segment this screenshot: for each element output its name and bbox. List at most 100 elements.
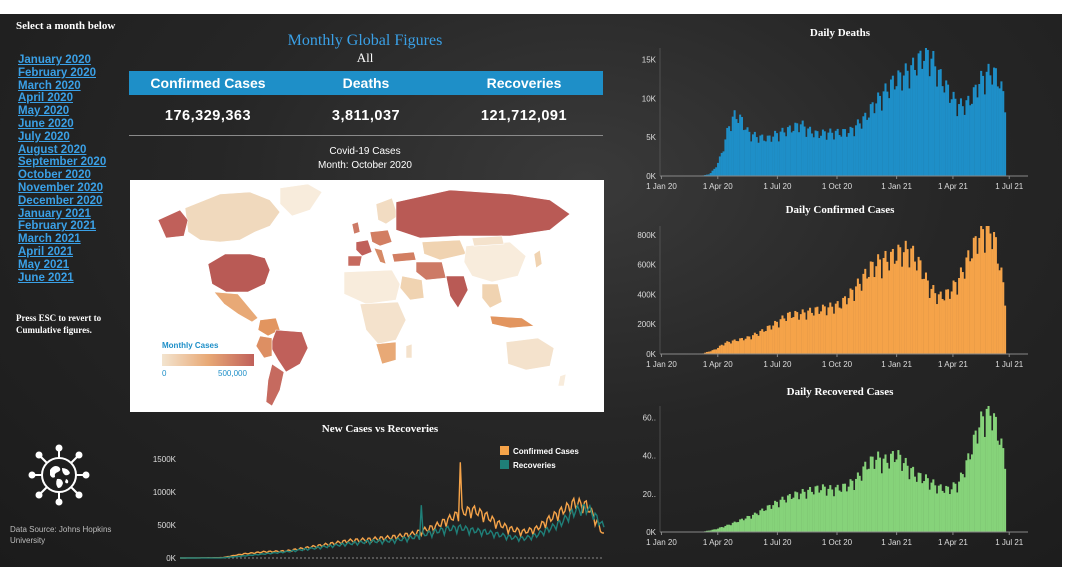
month-link[interactable]: July 2020: [18, 130, 70, 143]
month-link[interactable]: June 2021: [18, 271, 74, 284]
bar: [936, 493, 939, 532]
world-map[interactable]: Monthly Cases 0 500,000: [130, 180, 604, 412]
esc-note: Press ESC to revert to Cumulative figure…: [16, 313, 102, 335]
bar: [731, 522, 734, 532]
kpi-header-row: Confirmed Cases Deaths Recoveries: [129, 71, 603, 95]
bar: [709, 173, 712, 176]
bar: [915, 481, 918, 532]
month-link[interactable]: January 2020: [18, 54, 91, 66]
month-link[interactable]: June 2020: [18, 117, 74, 130]
bar: [864, 461, 867, 532]
bar: [783, 132, 786, 176]
month-link[interactable]: August 2020: [18, 143, 87, 156]
bar: [772, 136, 775, 176]
bar: [715, 349, 718, 354]
bar: [989, 415, 992, 532]
month-link[interactable]: September 2020: [18, 156, 107, 169]
bar: [943, 492, 946, 532]
bar: [893, 462, 896, 532]
line-chart-title: New Cases vs Recoveries: [321, 423, 439, 435]
world-map-graphic[interactable]: Monthly Cases 0 500,000: [130, 180, 604, 412]
bar: [969, 105, 972, 176]
bar: [792, 497, 795, 532]
month-link[interactable]: April 2020: [18, 92, 73, 105]
bar: [987, 406, 990, 532]
bar: [864, 112, 867, 176]
bar: [746, 127, 749, 176]
bar: [875, 459, 878, 532]
bar: [875, 103, 878, 176]
y-tick-label: 0K: [646, 528, 656, 537]
bar: [970, 258, 973, 354]
map-region-central-europe: [369, 229, 393, 247]
month-link[interactable]: November 2020: [18, 181, 104, 194]
bar: [788, 125, 791, 176]
bar: [853, 136, 856, 176]
x-tick-label: 1 Oct 20: [822, 360, 853, 369]
bar: [928, 297, 931, 354]
y-tick-label: 600K: [637, 261, 656, 270]
bar: [871, 456, 874, 532]
y-tick-label: 1000K: [153, 488, 177, 497]
virus-icon: [28, 444, 90, 506]
bar: [893, 263, 896, 354]
bar: [956, 492, 959, 532]
month-link[interactable]: April 2021: [18, 245, 73, 258]
bar: [816, 306, 819, 354]
page-subtitle: All: [356, 50, 374, 65]
bar: [794, 310, 797, 354]
bar: [707, 351, 710, 354]
bar: [845, 491, 848, 532]
bar: [707, 174, 710, 176]
bar: [735, 119, 738, 176]
bar: [912, 466, 915, 532]
bar: [853, 300, 856, 354]
month-link[interactable]: December 2020: [18, 194, 103, 207]
map-region-japan: [533, 249, 543, 269]
bar: [906, 70, 909, 176]
bar: [775, 321, 778, 354]
bar: [932, 285, 935, 354]
bar: [934, 66, 937, 176]
bar: [842, 483, 845, 532]
bar: [711, 350, 714, 354]
bar: [821, 129, 824, 176]
bar: [948, 298, 951, 354]
map-region-north-africa: [343, 269, 401, 305]
bar: [1000, 81, 1003, 176]
bar: [744, 129, 747, 176]
bar: [838, 490, 841, 532]
bar: [733, 339, 736, 354]
month-link[interactable]: May 2020: [18, 105, 70, 118]
y-tick-label: 0K: [166, 554, 176, 563]
month-link[interactable]: February 2020: [18, 66, 96, 79]
bar: [803, 312, 806, 354]
bar: [967, 95, 970, 176]
month-link[interactable]: May 2021: [18, 258, 70, 271]
bar: [978, 237, 981, 354]
bar: [970, 103, 973, 176]
kpi-label-confirmed: Confirmed Cases: [150, 75, 266, 91]
bar: [713, 529, 716, 532]
dashboard: Select a month below January 2020 Februar…: [0, 14, 1062, 567]
bar: [755, 513, 758, 532]
bar: [886, 261, 889, 354]
x-tick-label: 1 Apr 20: [703, 182, 733, 191]
month-link[interactable]: February 2021: [18, 220, 96, 233]
month-link[interactable]: October 2020: [18, 169, 91, 182]
bar: [757, 335, 760, 354]
bar: [742, 520, 745, 532]
bar: [910, 248, 913, 354]
month-link[interactable]: March 2020: [18, 79, 81, 92]
bar: [866, 278, 869, 354]
bar: [829, 485, 832, 532]
month-link[interactable]: January 2021: [18, 207, 91, 220]
bar: [869, 104, 872, 176]
bar: [818, 138, 821, 176]
map-region-iran: [415, 261, 447, 281]
bar: [936, 86, 939, 176]
month-link[interactable]: March 2021: [18, 233, 81, 246]
bar: [862, 116, 865, 176]
bar: [856, 119, 859, 176]
bar: [810, 491, 813, 532]
